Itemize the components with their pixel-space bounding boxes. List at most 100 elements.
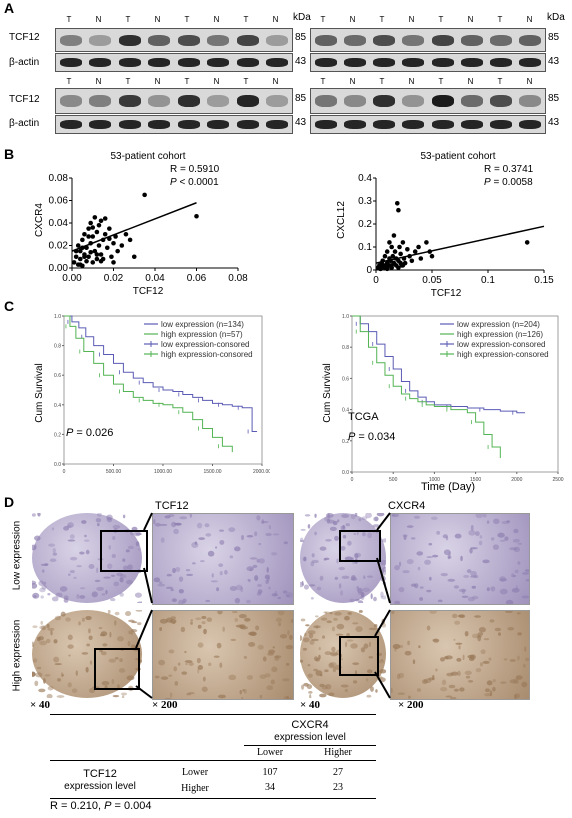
cell-nucleus [459, 687, 465, 692]
tcf12-band [89, 34, 112, 46]
tissue-texture [153, 514, 293, 604]
x-tick-label: 0.06 [187, 273, 207, 284]
cell-nucleus [505, 599, 514, 604]
data-point [416, 244, 421, 250]
data-point [90, 225, 96, 230]
tcf12-band [177, 34, 200, 46]
actin-band [118, 58, 141, 67]
lane-label: N [154, 77, 161, 86]
tcf12-band [266, 34, 289, 46]
data-point [86, 234, 91, 239]
cell-nucleus [457, 670, 461, 677]
cell-nucleus [453, 585, 460, 589]
cell-nucleus [287, 630, 290, 636]
cell-nucleus [38, 688, 46, 693]
cell-nucleus [363, 575, 366, 580]
data-point [387, 240, 392, 245]
cell-nucleus [219, 662, 223, 668]
cell-nucleus [274, 655, 282, 659]
lane-label: T [125, 15, 131, 24]
data-point [86, 254, 91, 260]
cell-nucleus [173, 666, 178, 672]
cell-nucleus [525, 657, 529, 662]
lane-label: N [467, 15, 474, 24]
cell-nucleus [266, 685, 274, 691]
blot-actin-right-top [310, 53, 546, 72]
cell-nucleus [464, 670, 472, 676]
cell-nucleus [194, 541, 198, 545]
actin-band [148, 120, 171, 129]
cell-nucleus [272, 533, 280, 536]
data-point [131, 254, 137, 260]
cell-nucleus [259, 694, 263, 699]
cell-nucleus [202, 676, 206, 682]
cell-nucleus [195, 617, 202, 621]
cell-nucleus [63, 595, 69, 600]
x-tick-label: 0 [351, 477, 354, 483]
cell-nucleus [521, 595, 529, 599]
tcf12-band [207, 34, 230, 46]
cell-nucleus [244, 617, 251, 622]
cell-nucleus [498, 632, 501, 636]
cell-nucleus [178, 576, 184, 582]
cell-nucleus [190, 619, 193, 622]
cell-nucleus [494, 627, 502, 632]
cell-nucleus [525, 579, 529, 582]
data-point [384, 266, 390, 272]
blot-tcf12-left-top [55, 28, 293, 52]
cell-nucleus [352, 622, 359, 625]
actin-band [431, 120, 454, 129]
cell-nucleus [448, 551, 451, 557]
cell-nucleus [286, 695, 289, 699]
cell-nucleus [164, 697, 172, 699]
cell-nucleus [424, 559, 431, 565]
cell-nucleus [186, 573, 194, 577]
legend-entry: high expression-consored [457, 350, 549, 359]
cell-nucleus [257, 589, 263, 594]
cell-nucleus [197, 642, 204, 648]
cell-nucleus [432, 554, 439, 558]
cell-nucleus [353, 532, 357, 536]
cell-nucleus [431, 516, 438, 521]
cell-nucleus [319, 673, 323, 677]
cell-nucleus [81, 652, 89, 655]
survival-chart-tcga: 0 500 1000 1500 2000 2500 0.0 0.2 0.4 0.6 0.8 1.0 lo… [322, 314, 564, 493]
cell-nucleus [322, 635, 326, 639]
cell-nucleus [367, 575, 373, 578]
cell-nucleus [482, 559, 490, 564]
cell-nucleus [205, 599, 211, 603]
row-label-tcf12-2: TCF12 [9, 94, 40, 105]
kda-label-left: kDa [293, 12, 311, 23]
cell-nucleus [448, 684, 456, 689]
cell-nucleus [137, 548, 140, 551]
ihc-cxcr4-high-40x [300, 610, 386, 698]
ihc-marker-cxcr4: CXCR4 [388, 500, 426, 512]
cell-nucleus [460, 555, 463, 562]
actin-band [490, 120, 513, 129]
p-value: = 0.0058 [491, 177, 533, 188]
cell-nucleus [40, 563, 48, 566]
x-tick-label: 0.04 [145, 273, 165, 284]
actin-band [266, 58, 289, 67]
cell-nucleus [277, 611, 285, 616]
cell-nucleus [357, 587, 363, 594]
x-tick-label: 0.15 [534, 275, 554, 286]
cell-nucleus [522, 572, 529, 575]
cell-nucleus [419, 586, 424, 589]
cell-nucleus [41, 569, 45, 573]
cell-nucleus [190, 621, 193, 625]
cell-nucleus [78, 621, 81, 626]
cell-nucleus [69, 556, 78, 561]
zoom-box [100, 530, 148, 572]
cell-nucleus [372, 524, 380, 528]
data-point [389, 244, 394, 250]
cell-nucleus [366, 694, 372, 698]
ihc-cxcr4-high-200x [390, 610, 530, 700]
cell-nucleus [501, 520, 510, 525]
cell-nucleus [369, 686, 374, 692]
actin-band [177, 120, 200, 129]
survival-curve [352, 315, 526, 414]
cell-nucleus [328, 519, 335, 524]
x-tick-label: 0 [373, 275, 379, 286]
lane-label: T [320, 77, 326, 86]
